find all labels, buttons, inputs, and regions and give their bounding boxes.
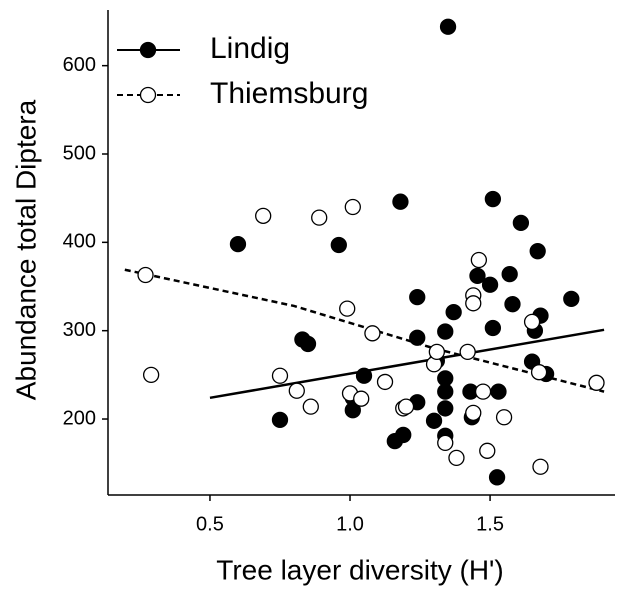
data-point xyxy=(529,243,546,260)
data-point xyxy=(392,193,409,210)
data-point xyxy=(364,325,381,342)
data-point xyxy=(409,329,426,346)
y-axis-title: Abundance total Diptera xyxy=(10,99,41,400)
x-tick-label: 0.5 xyxy=(196,513,224,535)
legend-marker xyxy=(139,41,157,59)
data-point xyxy=(523,313,541,330)
data-point xyxy=(353,390,370,407)
data-point xyxy=(344,198,361,216)
data-point xyxy=(474,383,492,400)
data-point xyxy=(481,276,499,293)
y-tick-label: 600 xyxy=(63,54,96,76)
data-point xyxy=(504,296,521,313)
data-point xyxy=(355,367,373,384)
data-point xyxy=(530,364,548,381)
data-point xyxy=(142,366,160,384)
data-point xyxy=(386,432,403,450)
data-point xyxy=(484,190,502,208)
x-tick-label: 1.0 xyxy=(336,513,364,535)
data-point xyxy=(563,290,580,308)
trend-line xyxy=(209,328,605,400)
y-tick-label: 400 xyxy=(63,231,96,253)
data-point xyxy=(271,367,289,384)
data-point xyxy=(437,323,454,340)
x-tick-label: 1.5 xyxy=(476,513,504,535)
data-point xyxy=(439,18,457,35)
data-point xyxy=(302,398,319,415)
legend-marker xyxy=(139,86,157,104)
data-point xyxy=(495,409,513,426)
data-point xyxy=(376,373,394,391)
data-point xyxy=(437,383,454,400)
data-point xyxy=(271,411,289,429)
data-point xyxy=(459,343,476,361)
data-point xyxy=(532,458,549,475)
data-point xyxy=(469,267,486,285)
x-axis-title: Tree layer diversity (H') xyxy=(216,554,503,585)
data-point xyxy=(330,236,347,254)
data-point xyxy=(465,295,482,312)
data-point xyxy=(488,469,506,486)
data-point xyxy=(397,398,415,415)
y-tick-label: 300 xyxy=(63,319,96,341)
data-point xyxy=(448,449,465,467)
data-point xyxy=(428,343,445,361)
data-point xyxy=(339,300,356,317)
data-point xyxy=(588,374,605,391)
data-point xyxy=(501,265,518,283)
data-point xyxy=(465,404,482,421)
y-tick-label: 500 xyxy=(63,142,96,164)
data-point xyxy=(311,209,328,226)
data-point xyxy=(445,303,462,321)
data-point xyxy=(409,288,426,306)
data-point xyxy=(484,319,502,337)
legend-label: Thiemsburg xyxy=(210,77,368,110)
data-point xyxy=(479,442,496,459)
legend-label: Lindig xyxy=(210,32,290,65)
data-point xyxy=(437,400,454,417)
data-point xyxy=(344,402,361,419)
data-point xyxy=(299,335,317,353)
data-point xyxy=(425,412,443,429)
data-point xyxy=(137,266,154,284)
data-point xyxy=(288,382,305,399)
y-tick-label: 200 xyxy=(63,407,96,429)
data-point xyxy=(229,235,247,253)
data-point xyxy=(255,207,272,224)
data-point xyxy=(437,434,454,452)
data-point xyxy=(512,214,530,232)
data-point xyxy=(470,251,488,269)
data-point xyxy=(490,383,507,400)
